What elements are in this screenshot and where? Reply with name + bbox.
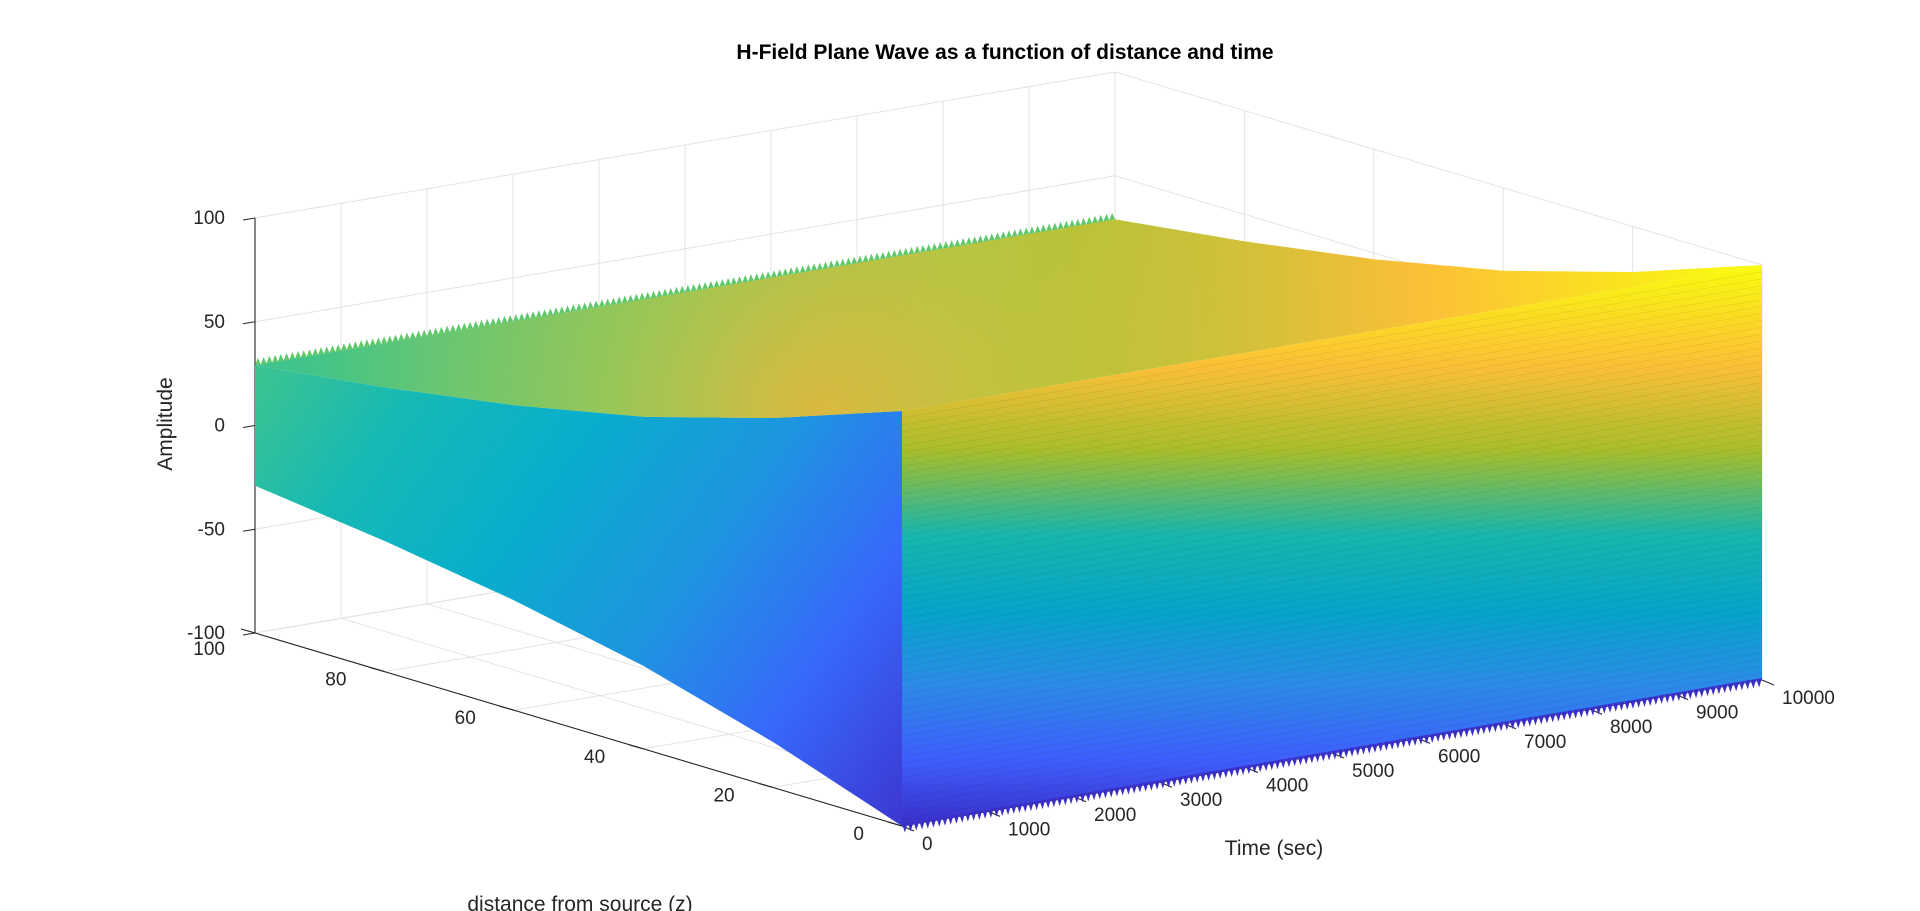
z-tick-label: -50 bbox=[198, 519, 225, 540]
x-tick-label: 10000 bbox=[1782, 688, 1835, 709]
z-tick-label: -100 bbox=[187, 623, 225, 644]
surface-bottom-edge-teeth bbox=[902, 678, 1762, 833]
y-axis-ticks: 0 20 40 60 80 100 bbox=[193, 639, 864, 845]
y-tick-label: 60 bbox=[455, 708, 476, 729]
surface-top-edge-teeth bbox=[255, 212, 1115, 366]
z-tick-label: 0 bbox=[214, 416, 225, 437]
y-tick-label: 0 bbox=[853, 824, 864, 845]
surface-front-face bbox=[902, 265, 1762, 826]
y-tick-label: 100 bbox=[193, 639, 225, 660]
y-axis-label: distance from source (z) bbox=[467, 893, 692, 911]
x-tick-label: 8000 bbox=[1610, 717, 1652, 738]
y-tick-label: 80 bbox=[325, 670, 346, 691]
chart-title: H-Field Plane Wave as a function of dist… bbox=[736, 41, 1273, 64]
surface-top-glow bbox=[255, 219, 1762, 418]
x-tick-label: 4000 bbox=[1266, 776, 1308, 797]
y-tick-label: 40 bbox=[584, 747, 605, 768]
x-axis-label: Time (sec) bbox=[1225, 837, 1323, 860]
z-tick-label: 100 bbox=[193, 208, 225, 229]
x-axis-ticks: 0 1000 2000 3000 4000 5000 6000 7000 8000 9000 100… bbox=[922, 688, 1835, 855]
x-tick-label: 2000 bbox=[1094, 805, 1136, 826]
y-tick-label: 20 bbox=[713, 785, 734, 806]
x-tick-label: 0 bbox=[922, 834, 933, 855]
x-tick-label: 9000 bbox=[1696, 703, 1738, 724]
x-tick-label: 5000 bbox=[1352, 761, 1394, 782]
surface-mesh-lines bbox=[901, 271, 1763, 820]
z-axis-ticks: -100 -50 0 50 100 bbox=[187, 208, 225, 644]
x-tick-label: 7000 bbox=[1524, 732, 1566, 753]
x-tick-label: 3000 bbox=[1180, 790, 1222, 811]
z-axis-label: Amplitude bbox=[154, 377, 177, 470]
surface-mesh bbox=[255, 212, 1763, 833]
x-tick-label: 1000 bbox=[1008, 819, 1050, 840]
z-tick-label: 50 bbox=[204, 312, 225, 333]
x-tick-label: 6000 bbox=[1438, 746, 1480, 767]
surface-left-face bbox=[255, 365, 902, 826]
